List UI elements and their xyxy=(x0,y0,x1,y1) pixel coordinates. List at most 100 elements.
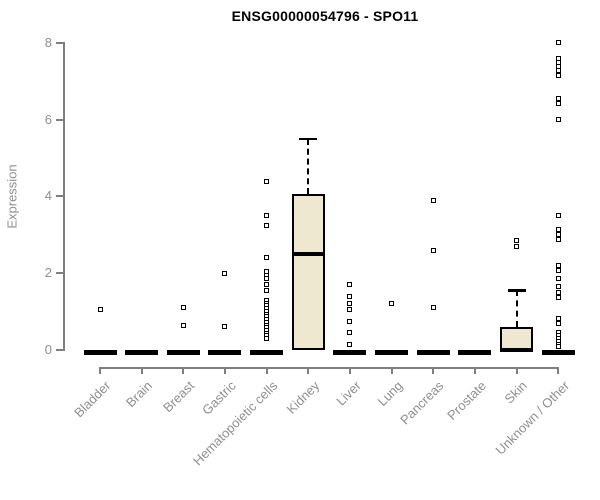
outlier-point xyxy=(555,289,561,295)
outlier-point xyxy=(555,316,561,321)
collapsed-boxplot-bar xyxy=(541,350,575,355)
y-tick-label: 8 xyxy=(44,34,52,50)
whisker-line xyxy=(515,290,518,327)
outlier-point xyxy=(347,330,353,336)
x-axis-tick xyxy=(99,367,101,374)
outlier-point xyxy=(514,243,520,249)
category-tick-label: Gastric xyxy=(198,378,239,418)
collapsed-boxplot-bar xyxy=(83,350,117,355)
collapsed-boxplot-bar xyxy=(208,350,242,355)
y-tick-label: 6 xyxy=(44,111,52,127)
outlier-point xyxy=(555,226,561,232)
y-axis-label: Expression xyxy=(4,164,20,229)
y-tick-label: 4 xyxy=(44,188,52,204)
outlier-point xyxy=(430,247,436,253)
category-tick-label: Kidney xyxy=(283,378,322,417)
collapsed-boxplot-bar xyxy=(416,350,450,355)
outlier-point xyxy=(264,287,270,293)
outlier-point xyxy=(222,270,228,276)
y-axis-tick xyxy=(56,195,63,198)
x-axis-line xyxy=(99,367,560,369)
category-tick-label: Pancreas xyxy=(397,378,447,428)
y-axis-tick xyxy=(56,41,63,44)
collapsed-boxplot-bar xyxy=(333,350,367,355)
boxplot-box xyxy=(500,326,534,350)
outlier-point xyxy=(555,59,561,65)
collapsed-boxplot-bar xyxy=(375,350,409,355)
x-axis-tick xyxy=(307,367,310,374)
category-tick-label: Unknown / Other xyxy=(492,378,572,458)
category-tick-label: Liver xyxy=(333,378,364,409)
outlier-point xyxy=(180,305,186,311)
category-tick-label: Lung xyxy=(374,378,406,410)
outlier-point xyxy=(264,213,270,219)
outlier-point xyxy=(347,341,353,347)
category-tick-label: Skin xyxy=(501,378,531,407)
y-tick-label: 2 xyxy=(44,265,52,281)
outlier-point xyxy=(264,335,270,341)
outlier-point xyxy=(555,294,561,300)
outlier-point xyxy=(347,318,353,324)
outlier-point xyxy=(264,255,270,261)
outlier-point xyxy=(347,293,353,299)
outlier-point xyxy=(222,324,228,330)
x-axis-tick xyxy=(432,367,435,374)
outlier-point xyxy=(347,301,353,307)
x-axis-tick xyxy=(348,367,351,374)
outlier-point xyxy=(555,95,561,101)
outlier-point xyxy=(555,276,561,282)
collapsed-boxplot-bar xyxy=(250,350,284,355)
x-axis-tick xyxy=(140,367,143,374)
outlier-point xyxy=(555,320,561,326)
median-line xyxy=(291,252,325,256)
outlier-point xyxy=(555,232,561,238)
outlier-point xyxy=(430,305,436,311)
y-axis-tick xyxy=(56,349,63,351)
y-axis-line xyxy=(63,41,65,351)
outlier-point xyxy=(555,72,561,78)
outlier-point xyxy=(430,197,436,203)
category-tick-label: Prostate xyxy=(443,378,489,423)
x-axis-tick xyxy=(557,367,560,374)
x-axis-tick xyxy=(223,367,226,374)
outlier-point xyxy=(555,284,561,290)
outlier-point xyxy=(555,268,561,273)
outlier-point xyxy=(264,276,270,282)
outlier-point xyxy=(555,263,561,269)
boxplot-box xyxy=(291,194,325,350)
collapsed-boxplot-bar xyxy=(125,350,159,355)
outlier-point xyxy=(97,307,103,313)
outlier-point xyxy=(555,213,561,219)
category-tick-label: Breast xyxy=(159,378,197,416)
chart-title: ENSG00000054796 - SPO11 xyxy=(231,8,419,24)
outlier-point xyxy=(555,40,561,46)
outlier-point xyxy=(264,282,270,288)
outlier-point xyxy=(555,344,561,350)
x-axis-tick xyxy=(390,367,393,374)
whisker-cap xyxy=(507,289,526,292)
x-axis-tick xyxy=(473,367,476,374)
outlier-point xyxy=(555,237,561,243)
whisker-cap xyxy=(299,137,318,141)
whisker-line xyxy=(307,138,310,195)
collapsed-boxplot-bar xyxy=(166,350,200,355)
x-axis-tick xyxy=(265,367,268,374)
outlier-point xyxy=(347,282,353,288)
x-axis-tick xyxy=(515,367,518,374)
outlier-point xyxy=(264,222,270,228)
category-tick-label: Brain xyxy=(123,378,156,411)
y-axis-tick xyxy=(56,118,63,121)
x-axis-tick xyxy=(182,367,185,374)
collapsed-boxplot-bar xyxy=(458,350,492,355)
category-tick-label: Bladder xyxy=(71,378,114,421)
y-axis-tick xyxy=(56,272,63,275)
outlier-point xyxy=(347,307,353,313)
outlier-point xyxy=(389,301,395,307)
outlier-point xyxy=(180,322,186,328)
y-tick-label: 0 xyxy=(44,342,52,357)
outlier-point xyxy=(514,238,520,244)
outlier-point xyxy=(555,117,561,123)
median-line xyxy=(500,348,534,352)
outlier-point xyxy=(264,178,270,184)
